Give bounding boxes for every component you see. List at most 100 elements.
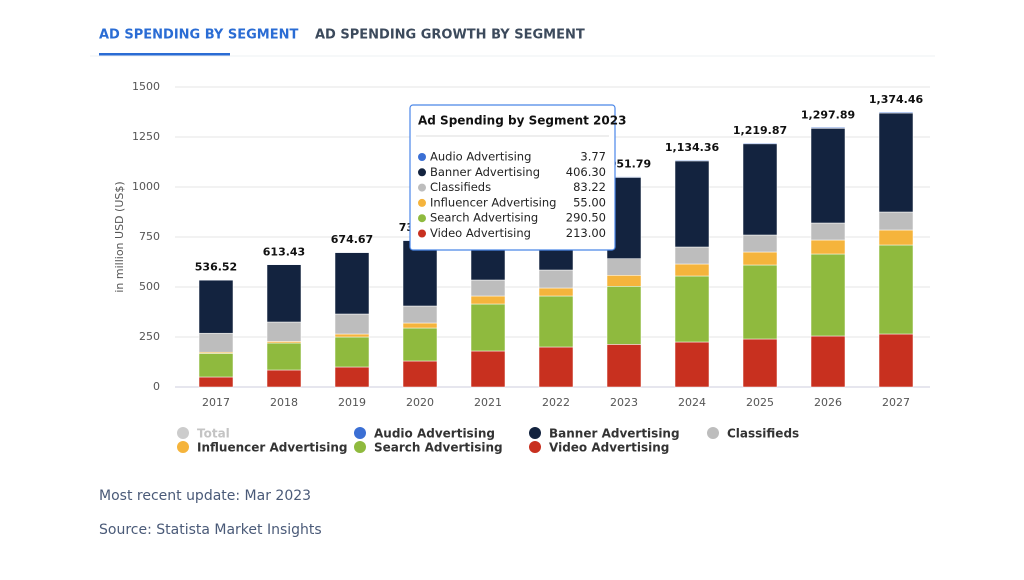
bar-segment <box>199 333 233 352</box>
bar-segment <box>471 296 505 304</box>
bar-segment <box>675 342 709 387</box>
tooltip-name: Video Advertising <box>430 226 531 240</box>
x-tick-label: 2023 <box>610 396 638 409</box>
bar-segment <box>199 377 233 387</box>
bar-segment <box>335 252 369 253</box>
bar-segment <box>335 367 369 387</box>
y-tick-label: 1000 <box>132 180 160 193</box>
tooltip-dot <box>418 199 426 207</box>
bar-segment <box>335 314 369 334</box>
tooltip-name: Banner Advertising <box>430 165 540 179</box>
tooltip-value: 290.50 <box>566 211 606 225</box>
bar-segment <box>879 245 913 334</box>
bar-segment <box>267 322 301 341</box>
y-tick-label: 1500 <box>132 80 160 93</box>
bar-segment <box>811 127 845 128</box>
bar-segment <box>403 306 437 323</box>
bar-segment <box>879 230 913 245</box>
tooltip-name: Audio Advertising <box>430 150 531 164</box>
y-axis-title: in million USD (US$) <box>113 181 126 292</box>
legend-label: Influencer Advertising <box>197 441 347 455</box>
y-tick-label: 250 <box>139 330 160 343</box>
bar-segment <box>403 328 437 361</box>
bar-segment <box>811 223 845 240</box>
x-tick-label: 2019 <box>338 396 366 409</box>
y-tick-label: 750 <box>139 230 160 243</box>
total-label: 1,134.36 <box>665 141 720 154</box>
bar-segment <box>743 143 777 144</box>
tooltip-dot <box>418 230 426 238</box>
bar-segment <box>879 112 913 113</box>
legend-swatch <box>529 427 541 439</box>
x-tick-label: 2020 <box>406 396 434 409</box>
legend-swatch <box>177 441 189 453</box>
x-tick-label: 2026 <box>814 396 842 409</box>
x-tick-label: 2027 <box>882 396 910 409</box>
bar-segment <box>879 334 913 387</box>
total-label: 1,297.89 <box>801 108 855 121</box>
bar-segment <box>335 253 369 314</box>
bar-segment <box>199 353 233 377</box>
bar-segment <box>607 286 641 344</box>
tooltip-dot <box>418 184 426 192</box>
tab[interactable]: AD SPENDING GROWTH BY SEGMENT <box>315 28 585 43</box>
tooltip-title: Ad Spending by Segment 2023 <box>418 114 626 128</box>
tooltip-name: Influencer Advertising <box>430 195 556 209</box>
bar-segment <box>811 336 845 387</box>
x-tick-label: 2022 <box>542 396 570 409</box>
legend-swatch <box>354 441 366 453</box>
tooltip-name: Search Advertising <box>430 211 538 225</box>
bar-segment <box>743 265 777 339</box>
legend-label: Total <box>197 427 230 441</box>
x-tick-label: 2018 <box>270 396 298 409</box>
bar-segment <box>539 347 573 387</box>
tooltip-value: 83.22 <box>573 180 606 194</box>
total-label: 1,374.46 <box>869 93 924 106</box>
bar-segment <box>879 113 913 212</box>
bar-segment <box>335 337 369 367</box>
bar-segment <box>267 370 301 387</box>
bar-segment <box>199 280 233 333</box>
bar-segment <box>675 264 709 276</box>
tooltip: Ad Spending by Segment 2023 Audio Adverti… <box>410 105 626 250</box>
bar-segment <box>879 212 913 230</box>
legend-label: Video Advertising <box>549 441 669 455</box>
bar-segment <box>607 275 641 286</box>
footer-source: Source: Statista Market Insights <box>99 522 322 538</box>
bar-segment <box>607 344 641 387</box>
y-tick-label: 500 <box>139 280 160 293</box>
tooltip-name: Classifieds <box>430 180 491 194</box>
bar-segment <box>403 323 437 328</box>
bar-segment <box>743 235 777 252</box>
bar-segment <box>743 144 777 235</box>
bar-segment <box>539 288 573 296</box>
legend-swatch <box>707 427 719 439</box>
x-tick-label: 2017 <box>202 396 230 409</box>
tooltip-dot <box>418 153 426 161</box>
tooltip-dot <box>418 168 426 176</box>
legend-swatch <box>354 427 366 439</box>
tooltip-value: 406.30 <box>566 165 606 179</box>
tooltip-value: 55.00 <box>573 195 606 209</box>
bar-segment <box>811 254 845 336</box>
total-label: 1,219.87 <box>733 124 787 137</box>
bar-segment <box>471 304 505 351</box>
legend-swatch <box>529 441 541 453</box>
tooltip-dot <box>418 214 426 222</box>
bar-segment <box>811 128 845 223</box>
bar-segment <box>743 252 777 265</box>
y-tick-label: 1250 <box>132 130 160 143</box>
legend-swatch <box>177 427 189 439</box>
x-tick-label: 2021 <box>474 396 502 409</box>
bar-segment <box>539 270 573 288</box>
bar-segment <box>471 351 505 387</box>
bar-segment <box>267 343 301 370</box>
bar-segment <box>675 276 709 342</box>
bar-segment <box>471 280 505 296</box>
y-tick-label: 0 <box>153 380 160 393</box>
bar-segment <box>675 160 709 161</box>
bar-segment <box>607 259 641 276</box>
tab-active[interactable]: AD SPENDING BY SEGMENT <box>99 28 298 43</box>
tooltip-value: 213.00 <box>566 226 606 240</box>
footer-update: Most recent update: Mar 2023 <box>99 488 311 504</box>
